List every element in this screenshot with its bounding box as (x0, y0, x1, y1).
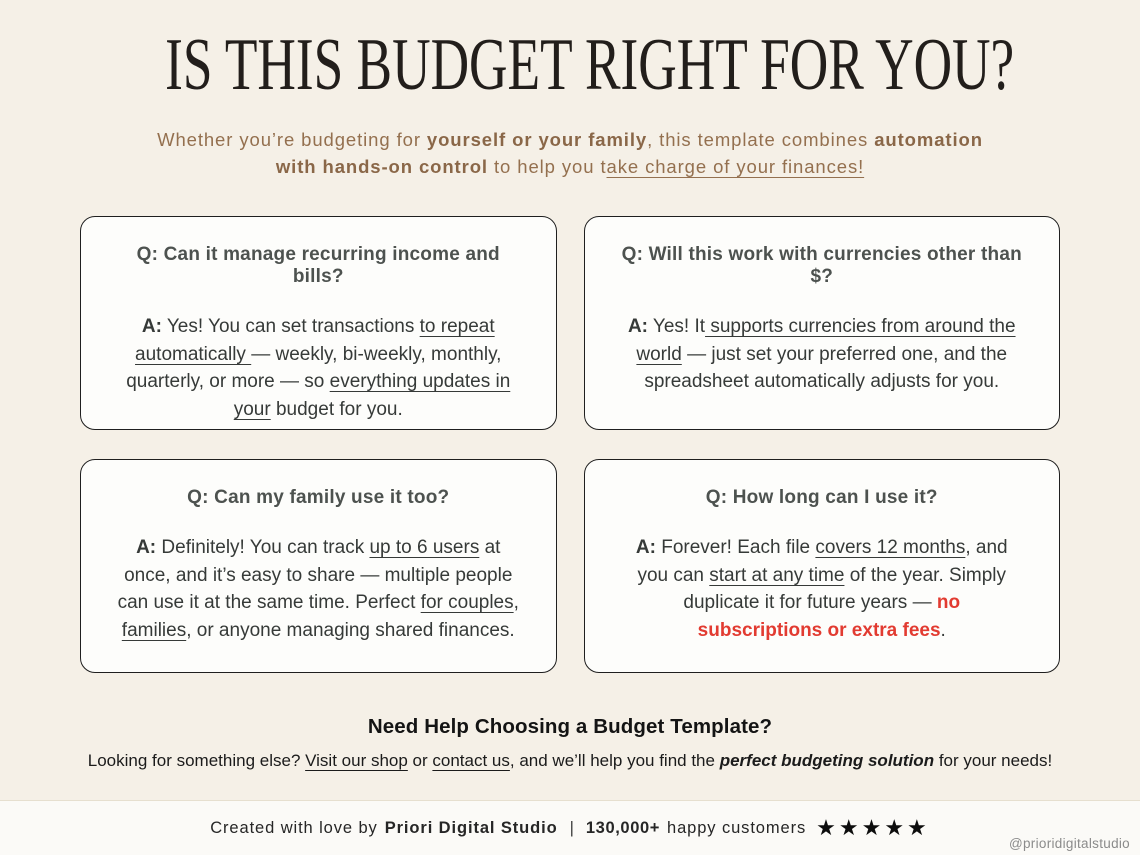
faq-card-duration: Q: How long can I use it? A: Forever! Ea… (583, 459, 1060, 673)
five-star-rating-icon: ★★★★★ (816, 815, 930, 840)
contact-us-link[interactable]: contact us (432, 751, 510, 770)
text-run: Yes! It (648, 316, 706, 337)
text-run: for your needs! (934, 751, 1053, 770)
text-run: start at any time (709, 564, 845, 586)
faq-question: Q: Can it manage recurring income and bi… (136, 244, 500, 287)
text-run: , or anyone managing shared finances. (186, 619, 515, 641)
text-run: everything updates in your (233, 371, 511, 420)
text-run: A: (627, 316, 648, 337)
text-run: Looking for something else? (87, 751, 306, 770)
footer-separator: | (569, 818, 574, 837)
text-run: with hands-on control (275, 156, 488, 177)
text-run: yourself or your family (426, 129, 648, 150)
help-heading: Need Help Choosing a Budget Template? (367, 715, 773, 738)
text-run: Yes! You can set transactions (161, 316, 420, 337)
instagram-handle: @prioridigitalstudio (1008, 836, 1130, 851)
page-title: IS THIS BUDGET RIGHT FOR YOU? (0, 28, 1140, 102)
page-title-text: IS THIS BUDGET RIGHT FOR YOU? (165, 24, 1015, 106)
text-run: to repeat automatically (135, 316, 495, 365)
text-run: to help you t (487, 156, 607, 177)
faq-question: Q: How long can I use it? (705, 487, 938, 508)
text-run: covers 12 months (815, 537, 966, 558)
text-run: supports currencies from around the worl… (636, 316, 1016, 365)
faq-page: IS THIS BUDGET RIGHT FOR YOU? Whether yo… (0, 28, 1140, 773)
text-run: budget for you. (270, 398, 403, 420)
faq-card-recurring: Q: Can it manage recurring income and bi… (80, 216, 557, 430)
text-run: , and you can (637, 537, 1008, 586)
text-run: A: (635, 537, 656, 558)
faq-answer: A: Yes! You can set transactions to repe… (115, 313, 522, 423)
text-run: . (940, 619, 946, 641)
faq-card-family: Q: Can my family use it too? A: Definite… (80, 459, 557, 673)
text-run: Whether you’re budgeting for (157, 129, 427, 150)
text-run: families (121, 619, 187, 641)
text-run: automation (874, 129, 983, 150)
text-run: of the year. Simply duplicate it for fut… (683, 564, 1007, 614)
faq-answer: A: Yes! It supports currencies from arou… (619, 313, 1026, 396)
help-text: Looking for something else? Visit our sh… (0, 749, 1140, 773)
help-section: Need Help Choosing a Budget Template? Lo… (0, 715, 1140, 773)
text-run: or (407, 751, 433, 770)
footer-brand-name: Priori Digital Studio (384, 818, 558, 837)
text-run: Forever! Each file (655, 537, 816, 558)
visit-shop-link[interactable]: Visit our shop (305, 751, 408, 770)
text-run: A: (136, 537, 157, 558)
text-run: Definitely! You can track (156, 537, 370, 558)
text-run: , (513, 592, 519, 613)
faq-answer: A: Definitely! You can track up to 6 use… (115, 534, 522, 644)
footer-created-text: Created with love by (210, 818, 378, 837)
footer-customer-label: happy customers (667, 818, 807, 837)
text-run: ake charge of your finances! (606, 156, 865, 177)
text-run: at once, and it’s easy to share — multip… (117, 537, 513, 613)
page-subtitle: Whether you’re budgeting for yourself or… (0, 126, 1140, 180)
text-run: — weekly, bi-weekly, monthly, quarterly,… (126, 343, 502, 393)
text-run: A: (141, 316, 162, 337)
footer-customer-count: 130,000+ (585, 818, 660, 837)
text-run: , and we’ll help you find the (509, 751, 720, 770)
faq-answer: A: Forever! Each file covers 12 months, … (619, 534, 1026, 644)
faq-question: Q: Will this work with currencies other … (621, 244, 1022, 287)
text-run: perfect budgeting solution (719, 751, 935, 770)
text-run: no subscriptions or extra fees (697, 592, 961, 641)
faq-card-currencies: Q: Will this work with currencies other … (583, 216, 1060, 430)
faq-grid: Q: Can it manage recurring income and bi… (80, 216, 1060, 673)
footer: Created with love by Priori Digital Stud… (0, 800, 1140, 855)
text-run: , this template combines (647, 129, 875, 150)
text-run: for couples (420, 592, 514, 613)
text-run: — just set your preferred one, and the s… (644, 343, 1008, 393)
faq-question: Q: Can my family use it too? (187, 487, 450, 508)
text-run: up to 6 users (369, 537, 480, 558)
